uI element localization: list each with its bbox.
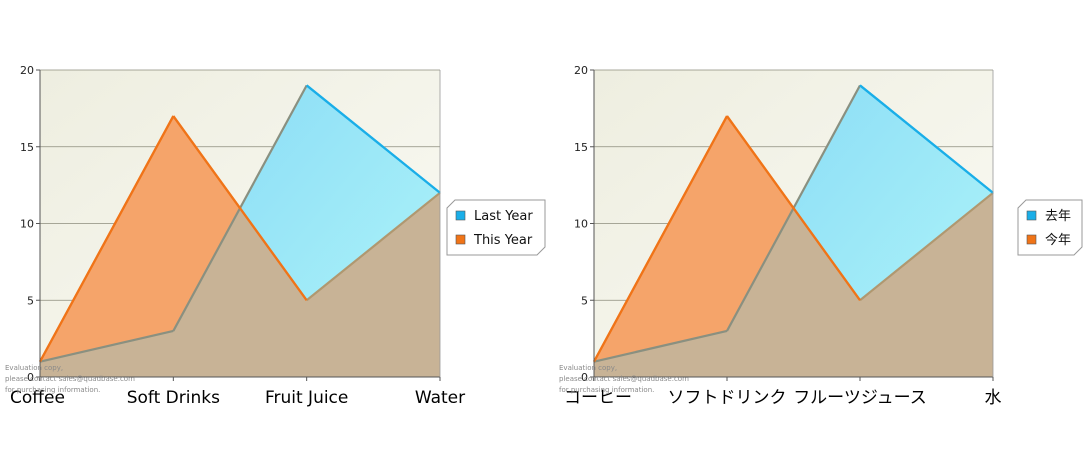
chart-japanese: 0 5 10 15 20 コーヒー ソフトドリンク フルーツジュース 水 Evaluation c… xyxy=(559,64,1083,408)
x-category-label: 水 xyxy=(985,388,1002,408)
y-tick-label: 15 xyxy=(574,141,588,154)
watermark-line-1: Evaluation copy, xyxy=(5,364,63,372)
legend-swatch-last-year xyxy=(455,210,466,221)
watermark-line-3: for purchasing information. xyxy=(5,386,100,394)
watermark-line-2: please contact sales@quadbase.com xyxy=(559,375,689,383)
legend-label: This Year xyxy=(473,233,533,248)
y-tick-label: 20 xyxy=(574,64,588,77)
x-category-label: Water xyxy=(415,388,465,408)
line-top-this-year xyxy=(172,115,308,301)
y-tick-label: 0 xyxy=(27,371,34,384)
y-tick-label: 5 xyxy=(27,294,34,307)
line-segment-last-year xyxy=(593,329,728,363)
line-top-last-year xyxy=(859,84,994,194)
line-top-this-year xyxy=(726,115,861,301)
area-overlap xyxy=(594,192,993,377)
legend-box xyxy=(446,199,546,256)
legend-label: 去年 xyxy=(1045,209,1071,224)
legend-label: Last Year xyxy=(474,209,533,224)
line-top-this-year xyxy=(593,115,728,363)
legend-swatch-this-year xyxy=(455,234,466,245)
watermark-line-3: for purchasing information. xyxy=(559,386,654,394)
chart-english: 0 5 10 15 20 Coffee Soft Drinks Fruit Juice Wate… xyxy=(5,64,546,408)
watermark-line-1: Evaluation copy, xyxy=(559,364,617,372)
y-tick-label: 20 xyxy=(20,64,34,77)
x-category-label: コーヒー xyxy=(564,388,632,408)
line-segment-this-year xyxy=(859,191,994,302)
evaluation-watermark: Evaluation copy, please contact sales@qua… xyxy=(559,364,689,394)
y-tick-label: 15 xyxy=(20,141,34,154)
watermark-line-2: please contact sales@quadbase.com xyxy=(5,375,135,383)
x-category-label: フルーツジュース xyxy=(793,388,927,408)
line-top-this-year xyxy=(39,115,175,363)
x-category-label: Fruit Juice xyxy=(265,388,348,408)
y-tick-label: 5 xyxy=(581,294,588,307)
y-tick-label: 10 xyxy=(574,218,588,231)
line-segment-this-year xyxy=(305,191,441,302)
evaluation-watermark: Evaluation copy, please contact sales@qua… xyxy=(5,364,135,394)
area-overlap xyxy=(40,192,440,377)
x-category-label: Soft Drinks xyxy=(127,388,220,408)
x-category-label: ソフトドリンク xyxy=(668,388,787,408)
x-category-label: Coffee xyxy=(10,388,65,408)
y-tick-label: 10 xyxy=(20,218,34,231)
legend: Last Year This Year xyxy=(446,199,546,256)
line-top-last-year xyxy=(305,84,441,194)
legend-swatch-last-year xyxy=(1026,210,1037,221)
legend-label: 今年 xyxy=(1045,232,1071,248)
legend-swatch-this-year xyxy=(1026,234,1037,245)
line-segment-last-year xyxy=(39,329,174,363)
y-tick-label: 0 xyxy=(581,371,588,384)
